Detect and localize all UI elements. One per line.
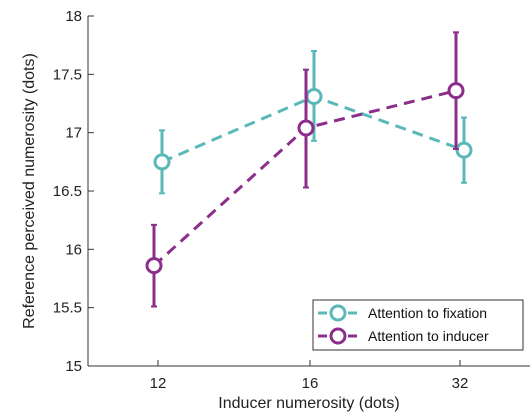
x-tick-label: 12 [150, 375, 167, 392]
legend-label-fixation: Attention to fixation [368, 305, 487, 321]
y-tick-label: 18 [65, 8, 82, 25]
data-point [307, 90, 321, 104]
y-tick-label: 15 [65, 358, 82, 375]
data-point [155, 155, 169, 169]
data-point [449, 84, 463, 98]
y-tick-label: 17 [65, 125, 82, 142]
y-tick-label: 16.5 [53, 183, 82, 200]
data-point [457, 143, 471, 157]
y-tick-label: 16 [65, 241, 82, 258]
data-point [147, 259, 161, 273]
x-tick-label: 32 [452, 375, 469, 392]
legend-marker-inducer [331, 329, 345, 343]
series-attention-to-inducer [147, 32, 463, 306]
x-tick-label: 16 [302, 375, 319, 392]
y-axis-title: Reference perceived numerosity (dots) [21, 53, 38, 329]
legend: Attention to fixation Attention to induc… [313, 300, 523, 350]
series-attention-to-fixation [155, 51, 471, 193]
x-ticks: 12 16 32 [150, 360, 469, 392]
y-tick-label: 17.5 [53, 66, 82, 83]
legend-label-inducer: Attention to inducer [368, 328, 489, 344]
data-point [299, 121, 313, 135]
x-axis-title: Inducer numerosity (dots) [218, 395, 399, 412]
y-tick-label: 15.5 [53, 300, 82, 317]
series [147, 32, 471, 306]
legend-marker-fixation [331, 306, 345, 320]
